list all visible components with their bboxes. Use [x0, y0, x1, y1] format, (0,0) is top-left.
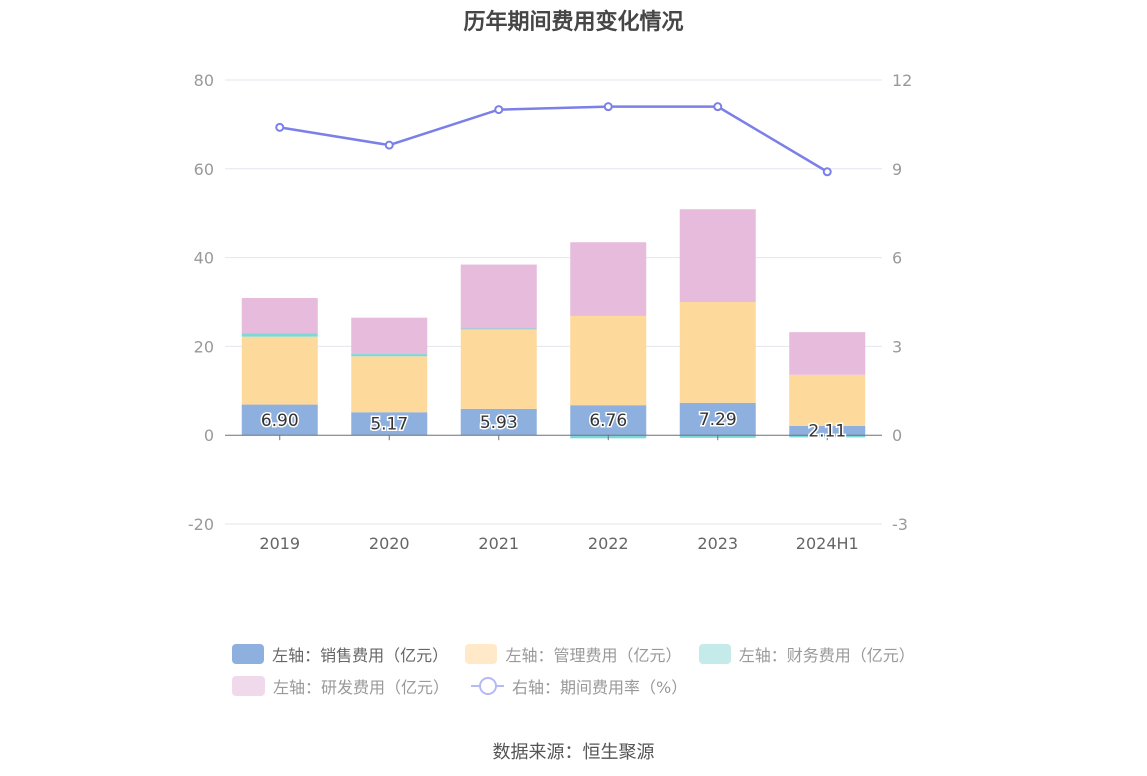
- right-tick-label: -3: [892, 515, 908, 534]
- x-tick-label: 2019: [259, 534, 300, 553]
- legend-item-admin[interactable]: 左轴：管理费用（亿元）: [465, 642, 682, 666]
- bar-data-label: 5.93: [480, 413, 518, 433]
- bar-sales: [570, 405, 647, 436]
- bar-sales: [351, 412, 428, 436]
- legend-swatch-rate: [471, 676, 505, 696]
- bar-admin: [789, 374, 866, 426]
- legend-swatch-finance: [698, 644, 731, 664]
- rate-line-path: [279, 105, 828, 173]
- legend-item-finance[interactable]: 左轴：财务费用（亿元）: [698, 642, 915, 666]
- rate-point: [603, 102, 613, 112]
- legend-label-admin: 左轴：管理费用（亿元）: [505, 646, 682, 665]
- left-tick-label: 40: [194, 249, 214, 268]
- bar-rd: [570, 242, 647, 316]
- bar-sales: [789, 425, 866, 436]
- bar-data-label: 2.11: [808, 422, 846, 442]
- bar-finance: [241, 333, 318, 337]
- legend-row-1: 左轴：销售费用（亿元） 左轴：管理费用（亿元） 左轴：财务费用（亿元）: [232, 638, 932, 670]
- legend-swatch-admin: [465, 644, 498, 664]
- bar-admin: [679, 302, 756, 403]
- left-tick-label: 80: [194, 71, 214, 90]
- rate-point: [275, 122, 285, 132]
- legend-swatch-rd: [232, 676, 265, 696]
- rate-point: [713, 102, 723, 112]
- rate-line: [275, 102, 832, 177]
- bar-sales: [241, 404, 318, 436]
- legend-row-2: 左轴：研发费用（亿元） 右轴：期间费用率（%）: [232, 670, 932, 702]
- left-axis: -20 0 20 40 60 80: [188, 71, 214, 534]
- bar-finance: [351, 354, 428, 357]
- x-tick-label: 2021: [478, 534, 519, 553]
- left-tick-label: 20: [194, 337, 214, 356]
- data-source: 数据来源：恒生聚源: [492, 742, 655, 763]
- bar-data-label: 7.29: [699, 410, 737, 430]
- x-tick-label: 2020: [369, 534, 410, 553]
- left-tick-label: -20: [188, 515, 214, 534]
- legend-item-rd[interactable]: 左轴：研发费用（亿元）: [232, 674, 449, 698]
- legend-item-rate[interactable]: 右轴：期间费用率（%）: [471, 674, 687, 698]
- legend-item-sales[interactable]: 左轴：销售费用（亿元）: [232, 642, 449, 666]
- legend: 左轴：销售费用（亿元） 左轴：管理费用（亿元） 左轴：财务费用（亿元） 左轴：研…: [232, 638, 932, 702]
- bar-rd: [789, 332, 866, 375]
- left-tick-label: 0: [204, 426, 214, 445]
- legend-label-rd: 左轴：研发费用（亿元）: [273, 678, 450, 697]
- legend-label-finance: 左轴：财务费用（亿元）: [738, 646, 915, 665]
- bars: [241, 209, 866, 439]
- bar-labels: 6.90 5.17 5.93 6.76 7.29 2.11: [259, 409, 847, 443]
- right-tick-label: 6: [892, 249, 902, 268]
- bar-admin: [460, 329, 537, 409]
- left-tick-label: 60: [194, 160, 214, 179]
- right-tick-label: 0: [892, 426, 902, 445]
- right-tick-label: 9: [892, 160, 902, 179]
- grid-lines: [225, 79, 882, 525]
- bar-sales: [679, 402, 756, 436]
- bar-sales: [460, 408, 537, 436]
- legend-label-rate: 右轴：期间费用率（%）: [512, 678, 688, 697]
- right-axis: -3 0 3 6 9 12: [892, 71, 912, 534]
- x-tick-label: 2023: [697, 534, 738, 553]
- right-tick-label: 3: [892, 337, 902, 356]
- bar-finance: [460, 328, 537, 330]
- bar-rd: [351, 317, 428, 355]
- legend-swatch-sales: [232, 644, 265, 664]
- legend-label-sales: 左轴：销售费用（亿元）: [272, 646, 449, 665]
- bar-data-label: 6.76: [589, 411, 627, 431]
- bar-data-label: 6.90: [261, 411, 299, 431]
- rate-point: [384, 140, 394, 150]
- bar-rd: [241, 298, 318, 334]
- bar-admin: [351, 356, 428, 413]
- bar-rd: [460, 264, 537, 329]
- x-tick-label: 2022: [588, 534, 629, 553]
- bar-admin: [570, 315, 647, 406]
- rate-point: [822, 167, 832, 177]
- bar-rd: [679, 209, 756, 303]
- rate-point: [494, 105, 504, 115]
- right-tick-label: 12: [892, 71, 912, 90]
- x-axis: 2019 2020 2021 2022 2023 2024H1: [225, 434, 882, 553]
- chart-title: 历年期间费用变化情况: [463, 10, 684, 35]
- x-tick-label: 2024H1: [796, 534, 859, 553]
- bar-admin: [241, 336, 318, 405]
- bar-data-label: 5.17: [370, 415, 408, 435]
